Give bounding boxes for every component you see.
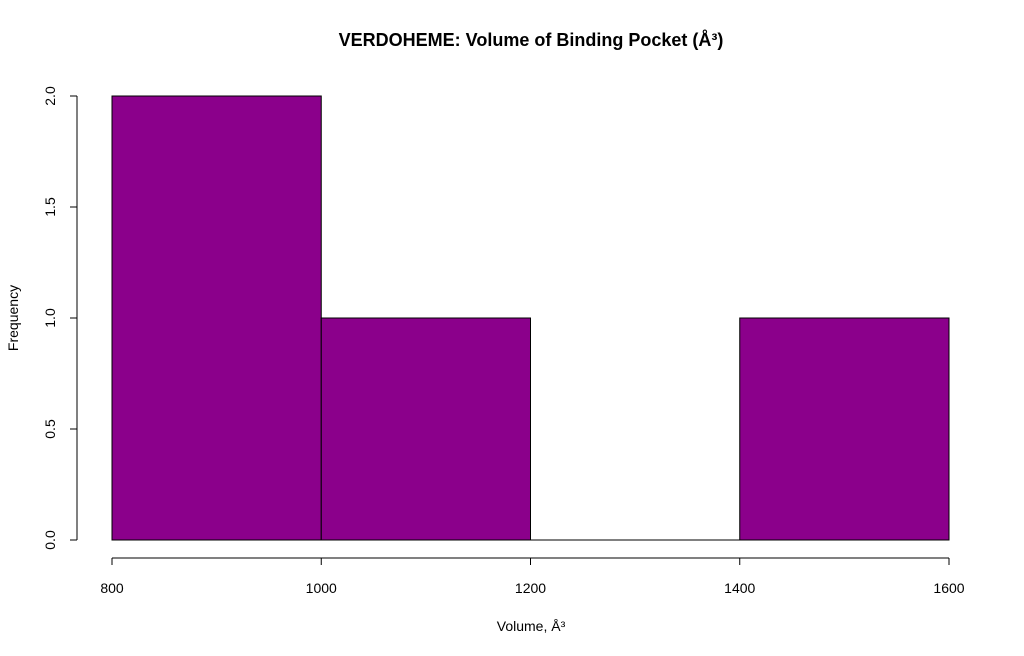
y-tick-label: 0.0: [42, 530, 58, 550]
y-tick-label: 2.0: [42, 86, 58, 106]
x-tick-label: 1400: [724, 580, 755, 596]
bars-group: [111, 95, 950, 541]
y-axis: 0.0 0.5 1.0 1.5 2.0: [42, 86, 78, 550]
chart-title: VERDOHEME: Volume of Binding Pocket (Å³): [339, 30, 724, 50]
x-tick-label: 1200: [515, 580, 546, 596]
x-tick-label: 1600: [933, 580, 964, 596]
x-tick-label: 1000: [306, 580, 337, 596]
x-tick-label: 800: [100, 580, 124, 596]
x-axis-label: Volume, Å³: [497, 618, 566, 634]
histogram-bar: [320, 317, 531, 541]
histogram-bar: [111, 95, 322, 541]
y-axis-label: Frequency: [5, 285, 21, 351]
y-tick-label: 0.5: [42, 419, 58, 439]
x-axis: 800 1000 1200 1400 1600: [100, 557, 965, 596]
y-tick-label: 1.5: [42, 197, 58, 217]
y-tick-label: 1.0: [42, 308, 58, 328]
histogram-bar: [739, 317, 950, 541]
